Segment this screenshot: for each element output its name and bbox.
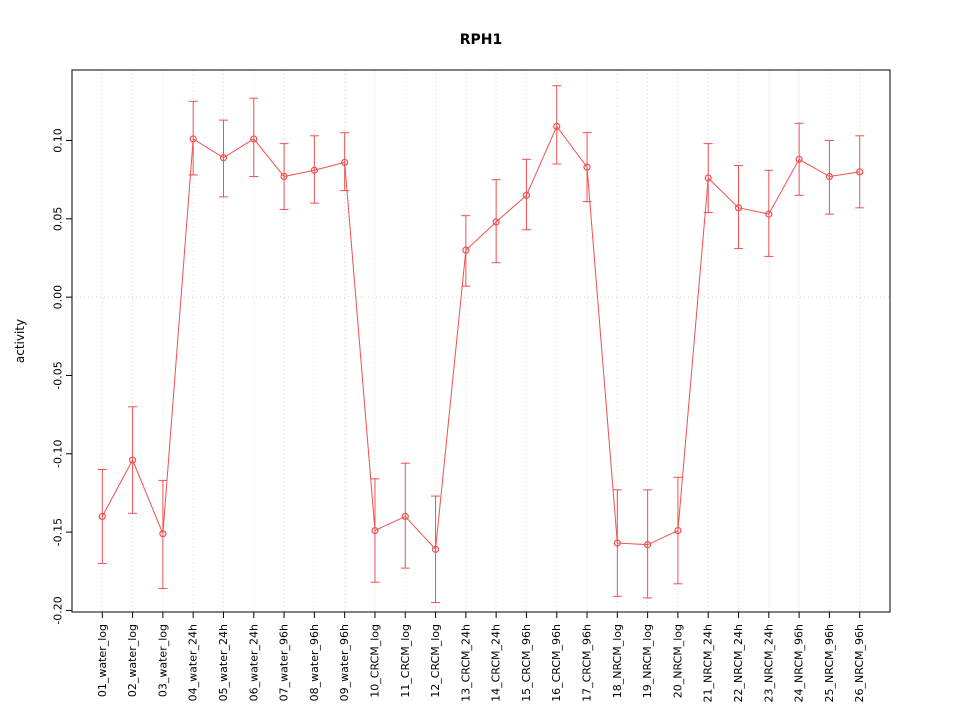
y-tick-label: 0.10: [52, 128, 65, 153]
data-point: [765, 210, 773, 218]
x-tick-label: 08_water_96h: [308, 624, 321, 701]
x-tick-label: 02_water_log: [126, 624, 139, 697]
data-point: [583, 163, 591, 171]
x-tick-label: 10_CRCM_log: [368, 624, 381, 698]
data-point: [371, 526, 379, 535]
data-point: [704, 174, 712, 182]
x-tick-label: 18_NRCM_log: [611, 624, 624, 698]
x-tick-label: 22_NRCM_24h: [732, 624, 745, 702]
data-point: [98, 512, 106, 521]
data-point: [128, 456, 137, 464]
y-tick-label: -0.10: [52, 440, 65, 468]
plot-box: [71, 69, 891, 613]
data-point: [341, 158, 349, 167]
series-line: [101, 125, 860, 551]
x-tick-label: 19_NRCM_log: [641, 624, 654, 698]
data-point: [825, 172, 834, 181]
x-tick-label: 26_NRCM_96h: [853, 624, 866, 702]
x-tick-label: 25_NRCM_96h: [823, 624, 836, 702]
data-point: [310, 166, 318, 174]
y-tick-label: -0.05: [52, 361, 65, 389]
chart-title: RPH1: [460, 32, 503, 48]
data-point: [280, 172, 288, 181]
data-point: [492, 218, 500, 226]
x-tick-label: 21_NRCM_24h: [702, 624, 715, 702]
data-point: [159, 530, 167, 538]
y-tick-label: 0.00: [52, 285, 65, 310]
x-tick-label: 12_CRCM_log: [429, 624, 442, 698]
data-point: [219, 154, 228, 162]
x-tick-label: 05_water_24h: [217, 624, 230, 701]
x-tick-label: 16_CRCM_96h: [550, 624, 563, 702]
data-point: [522, 191, 531, 199]
data-point: [856, 168, 864, 176]
x-tick-label: 23_NRCM_24h: [762, 624, 775, 702]
x-tick-label: 06_water_24h: [247, 624, 260, 701]
data-point: [431, 545, 440, 553]
x-tick-label: 07_water_96h: [278, 624, 291, 701]
x-tick-label: 13_CRCM_24h: [459, 624, 472, 702]
y-tick-label: -0.15: [52, 518, 65, 546]
y-axis-label: activity: [13, 319, 27, 363]
data-point: [401, 512, 409, 521]
data-point: [674, 526, 682, 535]
data-point: [734, 204, 743, 212]
data-point: [795, 155, 803, 163]
x-tick-label: 24_NRCM_96h: [793, 624, 806, 702]
data-point: [644, 541, 652, 549]
plot-area: -0.20 -0.15 -0.10 -0.05 0.00 0.05 0.10 01_water…: [52, 69, 891, 702]
data-point: [553, 122, 561, 130]
data-point: [462, 246, 470, 254]
x-tick-label: 20_NRCM_log: [671, 624, 684, 698]
x-tick-label: 14_CRCM_24h: [490, 624, 503, 702]
x-tick-label: 04_water_24h: [187, 624, 200, 701]
data-point: [189, 135, 197, 143]
x-tick-label: 17_CRCM_96h: [581, 624, 594, 702]
x-tick-label: 15_CRCM_96h: [520, 624, 533, 702]
x-tick-label: 01_water_log: [96, 624, 109, 697]
data-point: [250, 135, 258, 143]
y-tick-label: -0.20: [52, 596, 65, 624]
y-tick-label: 0.05: [52, 207, 65, 232]
x-tick-label: 03_water_log: [156, 624, 169, 697]
x-tick-label: 09_water_96h: [338, 624, 351, 701]
x-tick-label: 11_CRCM_log: [399, 624, 412, 698]
data-point: [613, 539, 621, 547]
